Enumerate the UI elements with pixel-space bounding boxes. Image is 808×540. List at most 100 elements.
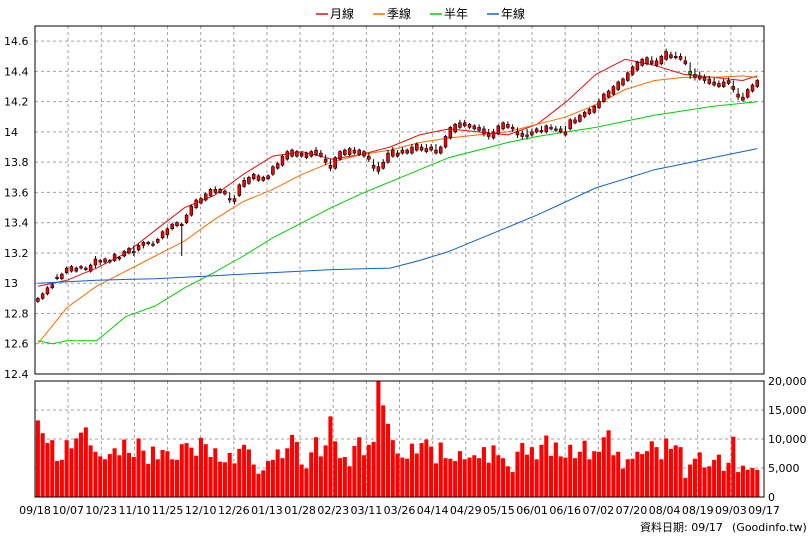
candle-up xyxy=(606,90,611,98)
volume-bar xyxy=(227,452,232,497)
candle-up xyxy=(558,128,563,133)
volume-bar xyxy=(160,450,165,497)
volume-bar xyxy=(659,459,664,497)
date-tick-label: 08/04 xyxy=(649,504,681,517)
volume-bar xyxy=(155,459,160,497)
volume-bar xyxy=(117,455,122,497)
volume-bar xyxy=(184,443,189,497)
candle-up xyxy=(477,127,481,131)
volume-bar xyxy=(673,445,678,497)
volume-bar xyxy=(467,457,472,497)
date-tick-label: 04/14 xyxy=(417,504,449,517)
candle-up xyxy=(697,75,702,80)
volume-bar xyxy=(529,447,534,497)
candle-up xyxy=(170,223,174,230)
volume-bar xyxy=(534,459,539,497)
volume-bar xyxy=(189,447,194,497)
candle-up xyxy=(347,148,352,155)
volume-bar xyxy=(457,451,462,497)
candle-up xyxy=(395,152,400,157)
price-tick-label: 13.2 xyxy=(4,247,29,260)
date-axis-ticks: 09/18 10/07 10/23 11/10 11/25 12/10 12/26 01/13… xyxy=(19,504,780,517)
volume-bar xyxy=(496,455,501,497)
candle-up xyxy=(333,157,337,169)
volume-bar xyxy=(385,423,391,497)
candle-up xyxy=(74,267,78,272)
date-tick-label: 09/17 xyxy=(748,504,780,517)
volume-bar xyxy=(79,432,84,497)
date-tick-label: 12/10 xyxy=(185,504,217,517)
candle-up xyxy=(88,264,93,272)
candle-up xyxy=(501,122,505,130)
volume-bar xyxy=(314,437,319,497)
volume-bar xyxy=(337,458,343,497)
candle-up xyxy=(180,223,184,227)
candle-up xyxy=(146,242,150,245)
candle-up xyxy=(213,189,218,193)
candle-up xyxy=(64,267,69,273)
date-tick-label: 10/23 xyxy=(85,504,117,517)
volume-bar xyxy=(587,459,592,497)
volume-bar xyxy=(112,448,117,497)
candle-up xyxy=(602,93,606,102)
volume-bar xyxy=(592,451,597,497)
volume-bar xyxy=(198,437,203,497)
volume-bar xyxy=(438,442,443,497)
candle-up xyxy=(352,149,357,154)
volume-bar xyxy=(606,430,611,497)
volume-bar xyxy=(146,463,151,497)
volume-bar xyxy=(429,446,434,497)
volume-bar xyxy=(294,441,299,497)
volume-bar xyxy=(150,446,156,497)
volume-bar xyxy=(371,441,376,497)
volume-bar xyxy=(558,456,563,497)
candle-up xyxy=(319,152,323,157)
volume-bar xyxy=(477,458,482,497)
candle-up xyxy=(367,155,371,160)
candle-up xyxy=(45,287,50,295)
legend-label: 月線 xyxy=(330,6,354,21)
candle-down xyxy=(688,71,692,75)
volume-bar xyxy=(544,435,549,497)
candle-up xyxy=(227,198,232,201)
volume-bar xyxy=(572,458,578,497)
candle-up xyxy=(295,151,299,157)
volume-bar xyxy=(309,452,314,497)
candle-up xyxy=(534,128,539,133)
candle-up xyxy=(127,248,131,254)
candle-up xyxy=(525,134,529,137)
volume-bar xyxy=(299,464,304,497)
candle-up xyxy=(582,111,587,118)
volume-bar xyxy=(640,454,645,497)
candle-up xyxy=(271,166,275,175)
candle-up xyxy=(592,105,596,113)
volume-bar xyxy=(237,448,242,497)
volume-bar xyxy=(323,445,328,497)
volume-bar xyxy=(141,450,146,497)
candle-up xyxy=(659,55,664,65)
candle-up xyxy=(151,243,155,246)
date-tick-label: 03/11 xyxy=(351,504,383,517)
legend-label: 年線 xyxy=(501,6,525,21)
candle-up xyxy=(371,164,376,169)
candle-up xyxy=(204,193,208,201)
candle-up xyxy=(539,130,544,133)
candle-up xyxy=(256,175,261,181)
date-tick-label: 09/03 xyxy=(715,504,747,517)
volume-bar xyxy=(376,381,381,497)
candle-up xyxy=(573,119,577,124)
candle-up xyxy=(50,284,55,289)
candle-up xyxy=(515,131,520,136)
date-tick-label: 04/29 xyxy=(450,504,482,517)
volume-bar xyxy=(395,453,400,497)
candle-up xyxy=(702,77,707,81)
candle-up xyxy=(486,133,491,137)
volume-bar xyxy=(179,444,184,497)
volume-bar xyxy=(740,465,745,497)
candle-up xyxy=(568,119,572,130)
volume-bar xyxy=(122,439,127,497)
candle-up xyxy=(232,198,237,202)
date-tick-label: 05/15 xyxy=(483,504,515,517)
candle-up xyxy=(626,72,630,81)
date-tick-label: 12/26 xyxy=(218,504,250,517)
